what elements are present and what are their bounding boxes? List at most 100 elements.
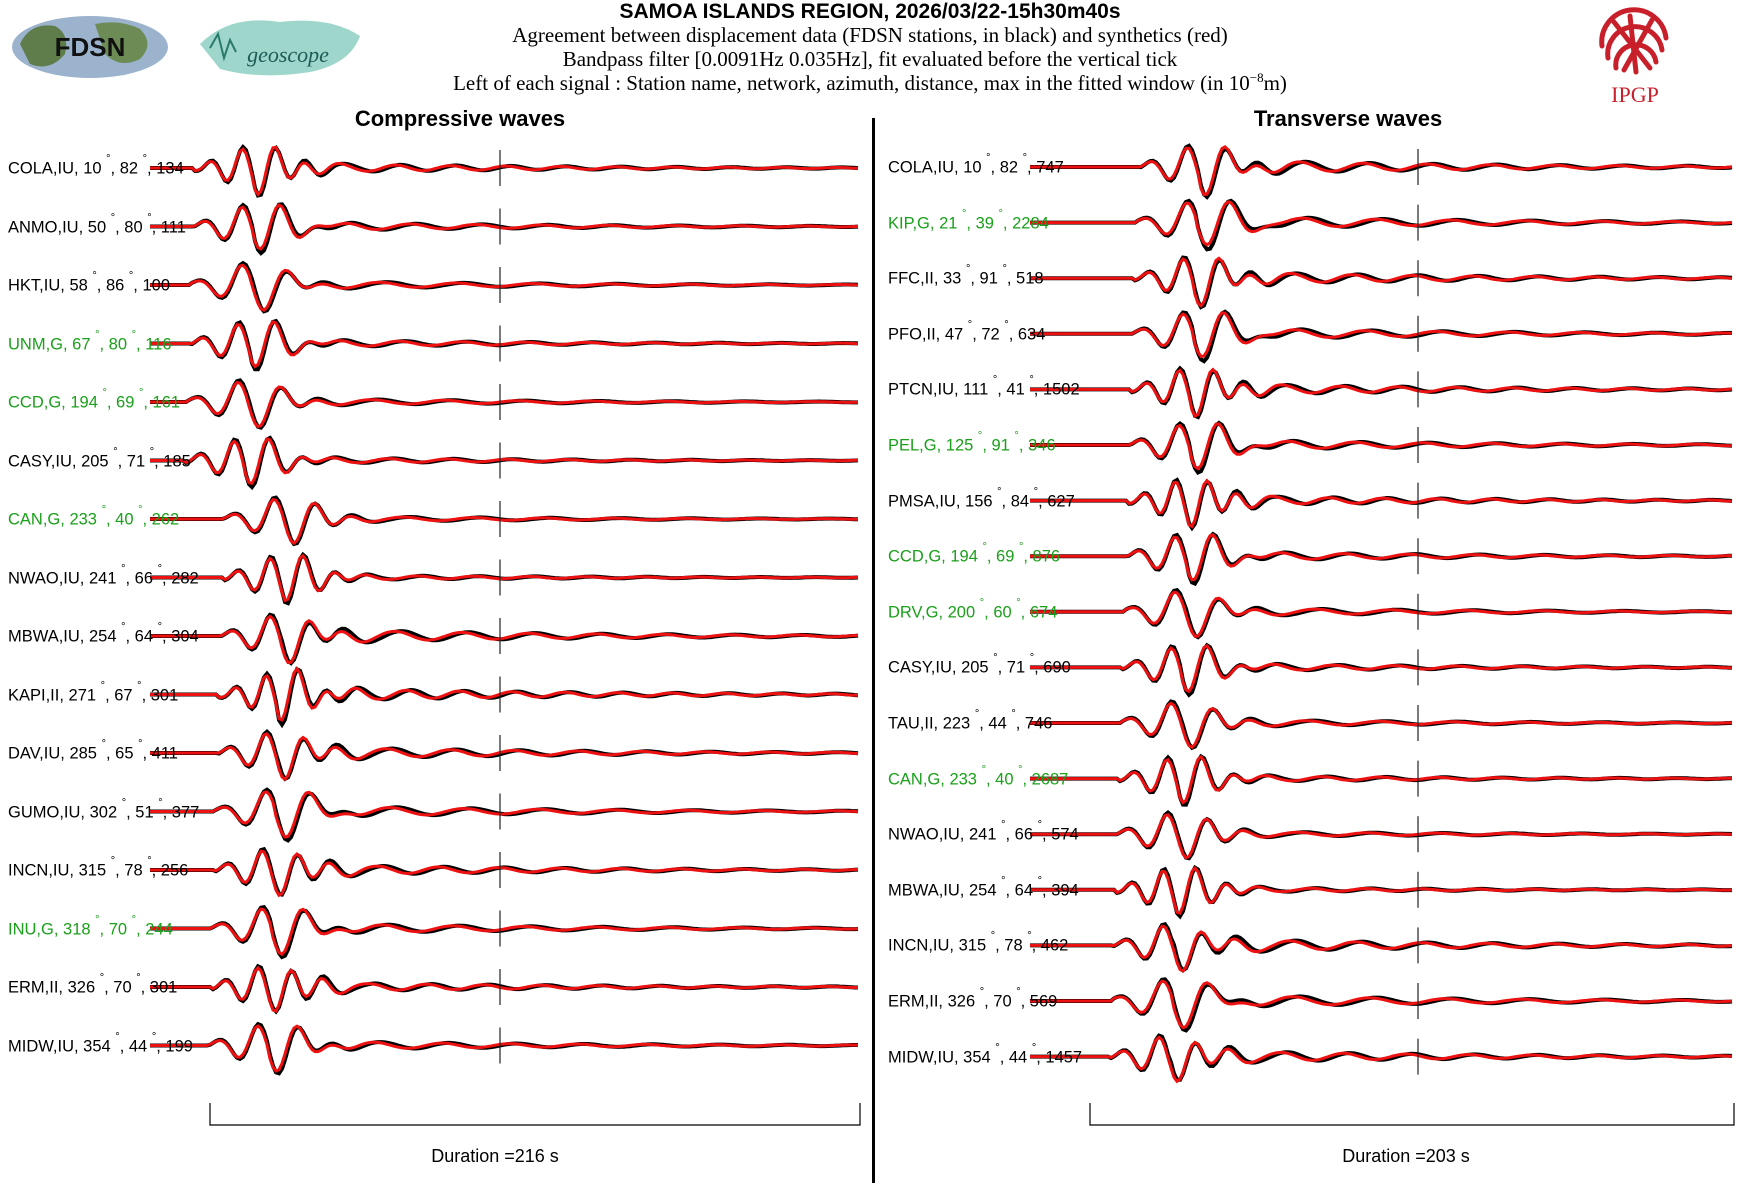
- compressive-station-label: CCD,G, 194 °, 69 °, 161: [8, 387, 181, 413]
- degree-symbol: °: [158, 796, 163, 809]
- compressive-station-label: DAV,IU, 285 °, 65 °, 411: [8, 738, 178, 764]
- degree-symbol: °: [136, 972, 141, 984]
- compressive-synthetic-trace: [150, 553, 859, 603]
- transverse-panel-title: Transverse waves: [1253, 106, 1443, 131]
- transverse-station-label: MIDW,IU, 354 °, 44 °, 1457: [888, 1042, 1083, 1068]
- station-name: DRV,G,: [888, 603, 948, 622]
- degree-symbol: °: [138, 738, 143, 750]
- station-max: , 690: [1034, 658, 1071, 677]
- station-distance: , 80: [115, 218, 148, 236]
- station-name: COLA,IU,: [8, 159, 84, 178]
- station-azimuth: 254: [88, 627, 122, 646]
- degree-symbol: °: [1018, 541, 1024, 554]
- station-name: NWAO,IU,: [8, 569, 89, 587]
- transverse-synthetic-trace: [1030, 367, 1733, 419]
- station-distance: , 51: [126, 803, 159, 821]
- fdsn-logo-text: FDSN: [55, 32, 126, 62]
- compressive-station-label: INCN,IU, 315 °, 78 °, 256: [8, 855, 189, 881]
- compressive-synthetic-trace: [150, 1024, 858, 1073]
- transverse-station-label: KIP,G, 21 °, 39 °, 2284: [888, 208, 1049, 234]
- transverse-data-trace: [1030, 477, 1733, 532]
- transverse-station-label: INCN,IU, 315 °, 78 °, 462: [888, 930, 1068, 956]
- station-max: , 627: [1038, 492, 1075, 511]
- station-azimuth: 205: [81, 452, 114, 470]
- transverse-station-label: ERM,II, 326 °, 70 °, 569: [888, 986, 1058, 1012]
- transverse-synthetic-trace: [1030, 1035, 1733, 1084]
- station-max: , 116: [136, 335, 172, 353]
- station-name: INCN,IU,: [8, 861, 79, 880]
- transverse-synthetic-trace: [1030, 590, 1732, 638]
- degree-symbol: °: [138, 387, 144, 399]
- transverse-station-label: MBWA,IU, 254 °, 64 °, 394: [888, 875, 1079, 901]
- degree-symbol: °: [965, 263, 971, 276]
- compressive-synthetic-trace: [150, 497, 858, 546]
- station-name: PTCN,IU,: [888, 380, 964, 399]
- degree-symbol: °: [1016, 986, 1021, 998]
- station-max: , 377: [162, 803, 200, 821]
- station-max: , 161: [143, 393, 181, 412]
- station-max: , 346: [1018, 436, 1056, 455]
- station-name: MIDW,IU,: [8, 1037, 84, 1055]
- fdsn-logo: FDSN: [12, 16, 168, 78]
- degree-symbol: °: [993, 652, 998, 665]
- degree-symbol: °: [147, 855, 152, 867]
- degree-symbol: °: [95, 328, 100, 341]
- station-max: , 134: [147, 159, 184, 178]
- station-max: , 876: [1023, 547, 1061, 566]
- station-name: CAN,G,: [888, 770, 950, 789]
- degree-symbol: °: [110, 211, 116, 224]
- transverse-station-label: COLA,IU, 10 °, 82 °, 747: [888, 152, 1064, 178]
- station-name: KIP,G,: [888, 214, 940, 233]
- degree-symbol: °: [121, 796, 127, 809]
- station-max: , 569: [1020, 992, 1058, 1011]
- station-max: , 746: [1015, 714, 1053, 733]
- degree-symbol: °: [986, 152, 991, 164]
- degree-symbol: °: [113, 445, 118, 458]
- station-distance: , 66: [125, 569, 158, 587]
- compressive-synthetic-trace: [150, 203, 859, 251]
- station-azimuth: 223: [942, 714, 975, 733]
- station-distance: , 69: [106, 393, 139, 412]
- station-max: , 256: [151, 861, 189, 880]
- degree-symbol: °: [998, 207, 1003, 220]
- compressive-synthetic-trace: [150, 380, 859, 429]
- degree-symbol: °: [95, 913, 100, 926]
- transverse-data-trace: [1030, 198, 1733, 252]
- degree-symbol: °: [982, 541, 987, 554]
- station-max: , 1457: [1036, 1048, 1083, 1067]
- geoscope-logo-text: geoscope: [247, 42, 329, 67]
- station-distance: , 64: [125, 627, 158, 646]
- station-distance: , 65: [105, 744, 139, 763]
- degree-symbol: °: [1018, 763, 1023, 776]
- degree-symbol: °: [157, 562, 163, 575]
- station-name: MIDW,IU,: [888, 1048, 964, 1067]
- transverse-station-label: CCD,G, 194 °, 69 °, 876: [888, 541, 1061, 567]
- degree-symbol: °: [115, 1030, 120, 1043]
- degree-symbol: °: [1031, 1041, 1037, 1054]
- station-azimuth: 194: [70, 393, 103, 412]
- compressive-synthetic-trace: [150, 614, 859, 665]
- compressive-duration-bracket: [209, 1103, 861, 1126]
- station-distance: , 66: [1005, 825, 1038, 844]
- degree-symbol: °: [1037, 874, 1043, 887]
- compressive-data-trace: [150, 435, 859, 491]
- degree-symbol: °: [1037, 819, 1043, 832]
- degree-symbol: °: [1033, 485, 1039, 498]
- station-azimuth: 205: [961, 658, 994, 677]
- station-azimuth: 58: [69, 276, 93, 295]
- degree-symbol: °: [106, 153, 111, 165]
- station-distance: , 70: [104, 978, 137, 997]
- compressive-station-label: UNM,G, 67 °, 80 °, 116: [8, 329, 172, 355]
- transverse-duration-label: Duration =203 s: [1342, 1146, 1470, 1166]
- compressive-synthetic-trace: [150, 732, 859, 782]
- degree-symbol: °: [1001, 819, 1006, 832]
- degree-symbol: °: [1029, 374, 1034, 387]
- station-max: , 100: [133, 276, 170, 295]
- degree-symbol: °: [979, 596, 985, 609]
- transverse-synthetic-trace: [1030, 478, 1733, 529]
- degree-symbol: °: [101, 738, 106, 750]
- station-max: , 304: [162, 627, 199, 646]
- station-distance: , 39: [966, 214, 999, 233]
- transverse-data-trace: [1030, 309, 1733, 364]
- station-distance: , 70: [99, 920, 132, 938]
